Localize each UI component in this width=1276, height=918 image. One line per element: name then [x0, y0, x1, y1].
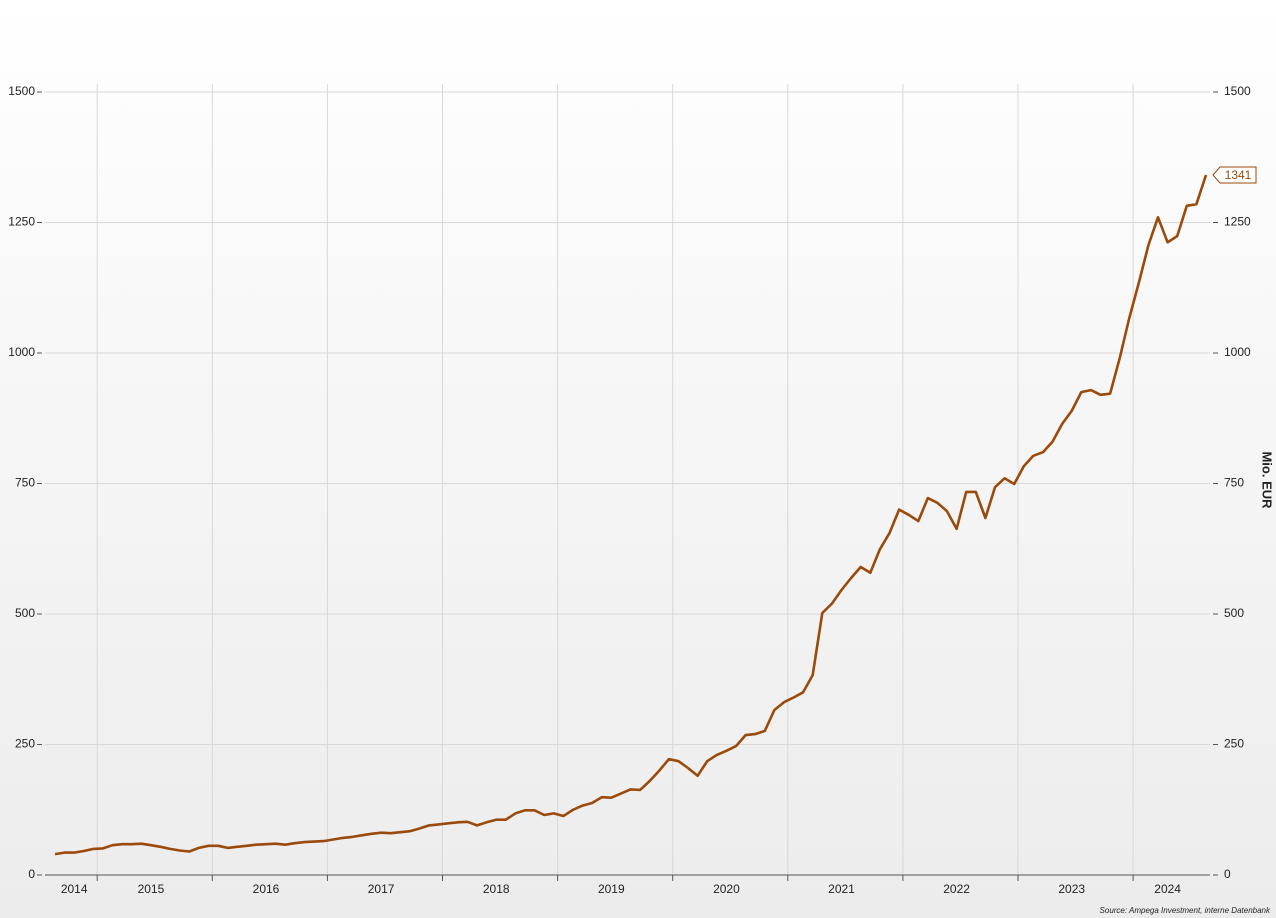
x-tick-label: 2015: [138, 882, 165, 896]
y2-tick-label: 0: [1224, 867, 1231, 881]
y2-tick-label: 1500: [1224, 84, 1251, 98]
x-tick-label: 2024: [1154, 882, 1181, 896]
y-tick-label: 750: [15, 476, 35, 490]
y2-tick-label: 500: [1224, 606, 1244, 620]
x-tick-label: 2022: [943, 882, 970, 896]
source-note: Source: Ampega Investment, interne Daten…: [1100, 906, 1271, 915]
x-tick-label: 2023: [1058, 882, 1085, 896]
y-tick-label: 500: [15, 606, 35, 620]
background: [0, 0, 1276, 918]
last-value-label: 1341: [1213, 167, 1256, 183]
y-tick-label: 1500: [8, 84, 35, 98]
x-tick-label: 2017: [368, 882, 395, 896]
x-tick-label: 2014: [61, 882, 88, 896]
x-tick-label: 2020: [713, 882, 740, 896]
y2-tick-label: 750: [1224, 476, 1244, 490]
x-tick-label: 2018: [483, 882, 510, 896]
chart: Mio. EUR Source: Ampega Investment, inte…: [0, 0, 1276, 918]
y-tick-label: 250: [15, 737, 35, 751]
y2-tick-label: 250: [1224, 737, 1244, 751]
x-tick-label: 2016: [253, 882, 280, 896]
y2-tick-label: 1000: [1224, 345, 1251, 359]
page: Mio. EUR Source: Ampega Investment, inte…: [0, 0, 1276, 918]
x-tick-label: 2019: [598, 882, 625, 896]
x-tick-label: 2021: [828, 882, 855, 896]
last-value: 1341: [1225, 168, 1252, 182]
y-tick-label: 1250: [8, 215, 35, 229]
y-tick-label: 1000: [8, 345, 35, 359]
y-tick-label: 0: [28, 867, 35, 881]
y-axis-title: Mio. EUR: [1260, 451, 1275, 509]
y2-tick-label: 1250: [1224, 215, 1251, 229]
